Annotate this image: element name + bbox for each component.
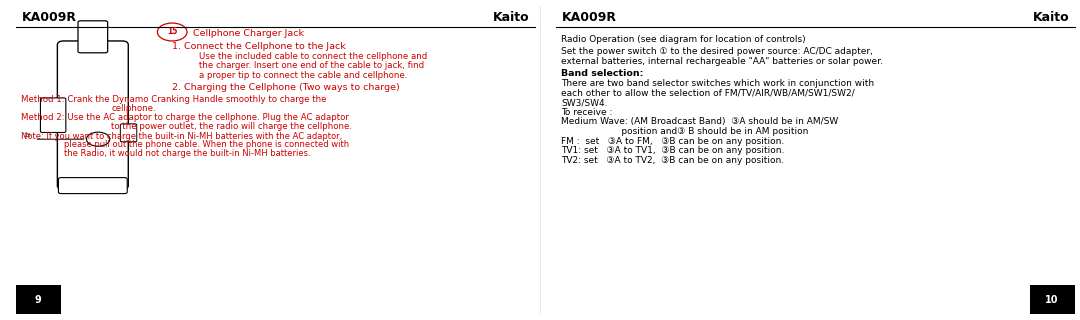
Text: position and③ B should be in AM position: position and③ B should be in AM position xyxy=(562,127,809,136)
Text: 9: 9 xyxy=(35,294,42,305)
Text: the Radio, it would not charge the built-in Ni-MH batteries.: the Radio, it would not charge the built… xyxy=(64,149,310,158)
Text: KA009R: KA009R xyxy=(22,11,77,24)
Text: Kaito: Kaito xyxy=(1032,11,1069,24)
FancyBboxPatch shape xyxy=(58,178,127,194)
Text: 15: 15 xyxy=(23,133,31,138)
Circle shape xyxy=(158,23,187,41)
FancyBboxPatch shape xyxy=(1029,285,1075,314)
Text: Use the included cable to connect the cellphone and: Use the included cable to connect the ce… xyxy=(199,52,427,61)
Text: FM :  set   ③A to FM,   ③B can be on any position.: FM : set ③A to FM, ③B can be on any posi… xyxy=(562,137,785,146)
Text: Kaito: Kaito xyxy=(492,11,529,24)
Text: cellphone.: cellphone. xyxy=(111,104,156,113)
Text: 1. Connect the Cellphone to the Jack: 1. Connect the Cellphone to the Jack xyxy=(172,42,346,51)
Text: the charger. Insert one end of the cable to jack, find: the charger. Insert one end of the cable… xyxy=(199,61,423,70)
Text: TV2: set   ③A to TV2,  ③B can be on any position.: TV2: set ③A to TV2, ③B can be on any pos… xyxy=(562,156,784,165)
Text: 2. Charging the Cellphone (Two ways to charge): 2. Charging the Cellphone (Two ways to c… xyxy=(172,83,400,92)
Text: to the power outlet, the radio will charge the cellphone.: to the power outlet, the radio will char… xyxy=(111,122,352,131)
Text: TV1: set   ③A to TV1,  ③B can be on any position.: TV1: set ③A to TV1, ③B can be on any pos… xyxy=(562,146,785,155)
FancyBboxPatch shape xyxy=(40,98,66,132)
FancyBboxPatch shape xyxy=(120,124,137,142)
FancyBboxPatch shape xyxy=(78,21,108,53)
Text: each other to allow the selection of FM/TV/AIR/WB/AM/SW1/SW2/: each other to allow the selection of FM/… xyxy=(562,89,855,98)
Text: 15: 15 xyxy=(167,28,177,36)
Text: 10: 10 xyxy=(1045,294,1058,305)
Text: Set the power switch ① to the desired power source: AC/DC adapter,: Set the power switch ① to the desired po… xyxy=(562,47,874,56)
Text: a proper tip to connect the cable and cellphone.: a proper tip to connect the cable and ce… xyxy=(199,71,407,80)
Text: external batteries, internal rechargeable "AA" batteries or solar power.: external batteries, internal rechargeabl… xyxy=(562,57,883,66)
Circle shape xyxy=(86,132,110,146)
Text: Cellphone Charger Jack: Cellphone Charger Jack xyxy=(193,29,305,38)
Text: KA009R: KA009R xyxy=(562,11,617,24)
Text: Band selection:: Band selection: xyxy=(562,69,644,78)
Text: Method 2: Use the AC adaptor to charge the cellphone. Plug the AC adaptor: Method 2: Use the AC adaptor to charge t… xyxy=(22,113,349,122)
Text: please pull out the phone cable. When the phone is connected with: please pull out the phone cable. When th… xyxy=(64,140,349,149)
FancyBboxPatch shape xyxy=(57,41,129,189)
Text: Medium Wave: (AM Broadcast Band)  ③A should be in AM/SW: Medium Wave: (AM Broadcast Band) ③A shou… xyxy=(562,117,839,126)
Text: To receive :: To receive : xyxy=(562,108,612,117)
Text: Note: If you want to charge the built-in Ni-MH batteries with the AC adaptor,: Note: If you want to charge the built-in… xyxy=(22,132,342,140)
FancyBboxPatch shape xyxy=(16,285,62,314)
Text: SW3/SW4.: SW3/SW4. xyxy=(562,99,608,108)
Text: There are two band selector switches which work in conjunction with: There are two band selector switches whi… xyxy=(562,79,875,88)
Text: Radio Operation (see diagram for location of controls): Radio Operation (see diagram for locatio… xyxy=(562,35,806,44)
Text: Method 1: Crank the Dynamo Cranking Handle smoothly to charge the: Method 1: Crank the Dynamo Cranking Hand… xyxy=(22,95,327,104)
